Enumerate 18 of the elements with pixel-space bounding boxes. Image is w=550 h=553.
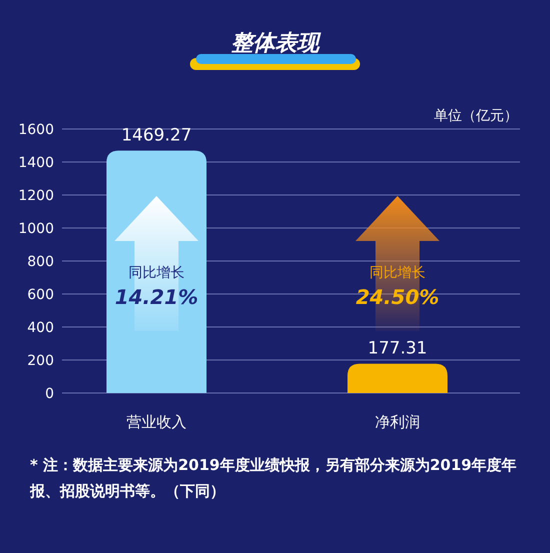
y-tick-label: 1000: [18, 221, 54, 237]
y-tick-label: 400: [27, 320, 54, 336]
data-label: 177.31: [368, 338, 428, 359]
data-label: 1469.27: [121, 126, 192, 146]
x-tick-label: 营业收入: [126, 413, 186, 431]
annotation: 同比增长: [128, 265, 184, 281]
y-tick-label: 200: [27, 353, 54, 369]
y-tick-label: 0: [45, 386, 54, 402]
annotation: 24.50%: [356, 285, 440, 309]
x-tick-label: 净利润: [375, 413, 420, 431]
y-tick-label: 800: [27, 254, 54, 270]
y-tick-label: 600: [27, 287, 54, 303]
chart-title: 整体表现: [231, 31, 322, 56]
y-axis-title: 单位（亿元）: [434, 108, 518, 124]
y-tick-label: 1600: [18, 122, 54, 138]
annotation: 14.21%: [114, 285, 198, 309]
y-tick-label: 1400: [18, 155, 54, 171]
y-tick-label: 1200: [18, 188, 54, 204]
